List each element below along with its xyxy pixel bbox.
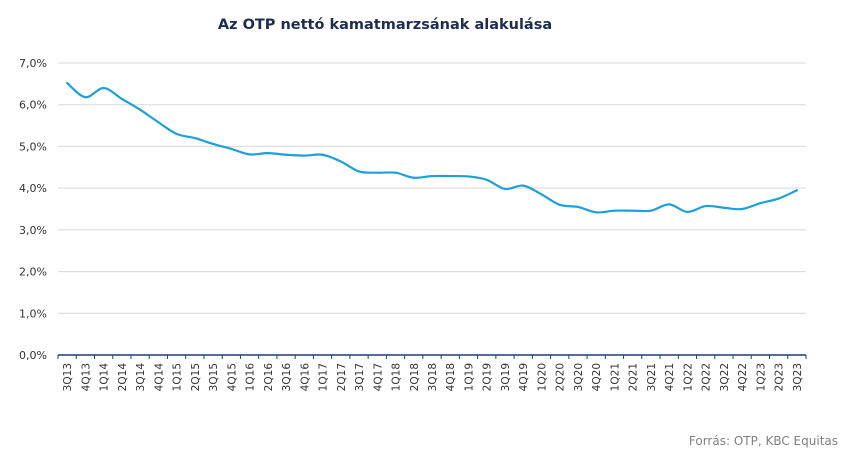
x-tick-label: 1Q17 bbox=[318, 363, 330, 391]
x-tick-label: 1Q20 bbox=[536, 363, 548, 391]
data-point bbox=[339, 160, 342, 163]
x-tick-label: 1Q14 bbox=[99, 363, 111, 392]
data-point bbox=[430, 174, 434, 178]
data-points bbox=[66, 81, 798, 214]
data-point bbox=[138, 108, 142, 111]
data-point bbox=[175, 132, 178, 136]
data-point bbox=[777, 197, 780, 200]
x-tick-label: 3Q15 bbox=[208, 363, 220, 391]
x-tick-label: 4Q19 bbox=[518, 363, 530, 391]
x-tick-label: 1Q23 bbox=[755, 363, 767, 391]
data-point bbox=[66, 81, 69, 85]
x-tick-label: 3Q16 bbox=[281, 363, 293, 392]
data-point bbox=[211, 142, 215, 146]
data-point bbox=[558, 203, 561, 206]
data-point bbox=[394, 171, 397, 174]
data-point bbox=[503, 187, 507, 191]
axes: 0,0% 1,0% 2,0% 3,0% 4,0% 5,0% 6,0% 7,0% 3Q13 4Q13… bbox=[19, 57, 807, 392]
x-tick-label: 2Q20 bbox=[555, 363, 567, 391]
x-tick-label: 4Q17 bbox=[372, 363, 384, 391]
x-tick-label: 2Q16 bbox=[263, 363, 275, 392]
data-point bbox=[668, 203, 671, 206]
data-point bbox=[284, 153, 288, 156]
series-line-layer bbox=[66, 82, 798, 214]
series-line bbox=[66, 82, 798, 214]
x-tick-label: 3Q18 bbox=[427, 363, 439, 391]
x-tick-label: 1Q19 bbox=[463, 363, 475, 391]
data-point bbox=[412, 176, 415, 179]
data-point bbox=[613, 209, 616, 212]
x-tick-label: 2Q18 bbox=[409, 363, 421, 391]
y-tick-label: 0,0% bbox=[19, 349, 47, 362]
data-point bbox=[376, 171, 379, 174]
data-point bbox=[303, 154, 306, 157]
y-tick-label: 3,0% bbox=[19, 224, 47, 237]
x-tick-label: 2Q19 bbox=[482, 363, 494, 391]
y-tick-label: 2,0% bbox=[19, 266, 47, 279]
y-tick-label: 7,0% bbox=[19, 57, 47, 70]
x-tick-label: 3Q20 bbox=[573, 363, 585, 391]
data-point bbox=[193, 136, 196, 140]
x-tick-label: 3Q23 bbox=[792, 363, 804, 391]
data-point bbox=[649, 209, 653, 212]
data-point bbox=[741, 207, 744, 211]
source-note: Forrás: OTP, KBC Equitas bbox=[688, 434, 838, 448]
data-point bbox=[321, 153, 324, 156]
data-point bbox=[595, 211, 598, 214]
data-point bbox=[704, 204, 707, 208]
x-tick-label: 4Q15 bbox=[226, 363, 238, 391]
data-point bbox=[686, 210, 689, 214]
x-tick-label: 4Q20 bbox=[591, 363, 603, 391]
x-tick-label: 4Q16 bbox=[299, 363, 311, 392]
data-point bbox=[467, 175, 470, 178]
y-tick-label: 6,0% bbox=[19, 99, 47, 112]
x-tick-label: 1Q16 bbox=[245, 363, 257, 392]
x-tick-label: 2Q15 bbox=[190, 363, 202, 391]
x-tick-label: 1Q18 bbox=[391, 363, 403, 391]
y-tick-label: 1,0% bbox=[19, 307, 47, 320]
data-point bbox=[449, 174, 452, 178]
x-tick-label: 2Q23 bbox=[774, 363, 786, 391]
x-tick-label: 4Q13 bbox=[80, 363, 92, 391]
data-point bbox=[576, 205, 580, 209]
x-tick-label: 4Q21 bbox=[664, 363, 676, 391]
chart-title: Az OTP nettó kamatmarzsának alakulása bbox=[217, 17, 553, 33]
data-point bbox=[540, 193, 543, 196]
data-point bbox=[230, 147, 233, 151]
data-point bbox=[759, 202, 762, 205]
x-tick-label: 1Q21 bbox=[609, 363, 621, 391]
y-tick-label: 4,0% bbox=[19, 182, 47, 195]
data-point bbox=[795, 189, 798, 192]
data-point bbox=[357, 170, 361, 173]
x-tick-label: 3Q14 bbox=[135, 363, 147, 392]
data-point bbox=[522, 184, 525, 187]
x-tick-label: 3Q17 bbox=[354, 363, 366, 391]
x-tick-label: 3Q22 bbox=[719, 363, 731, 391]
data-point bbox=[120, 97, 123, 100]
data-point bbox=[631, 209, 634, 212]
x-tick-label: 1Q22 bbox=[682, 363, 694, 391]
x-tick-label: 2Q17 bbox=[336, 363, 348, 391]
x-tick-label: 3Q21 bbox=[646, 363, 658, 391]
x-tick-label: 2Q22 bbox=[701, 363, 713, 391]
x-tick-label: 2Q21 bbox=[628, 363, 640, 391]
x-tick-label: 1Q15 bbox=[172, 363, 184, 391]
x-tick-label: 3Q13 bbox=[62, 363, 74, 391]
data-point bbox=[157, 121, 160, 124]
x-tick-label: 4Q18 bbox=[445, 363, 457, 391]
data-point bbox=[722, 206, 726, 209]
x-tick-label: 4Q22 bbox=[737, 363, 749, 391]
x-tick-label: 2Q14 bbox=[117, 363, 129, 392]
data-point bbox=[266, 152, 269, 155]
data-point bbox=[84, 96, 87, 99]
data-point bbox=[248, 153, 251, 156]
x-tick-label: 4Q14 bbox=[153, 363, 165, 392]
gridlines bbox=[58, 62, 806, 314]
y-tick-label: 5,0% bbox=[19, 140, 47, 153]
x-tick-label: 3Q19 bbox=[500, 363, 512, 391]
data-point bbox=[102, 86, 105, 90]
data-point bbox=[485, 178, 488, 181]
